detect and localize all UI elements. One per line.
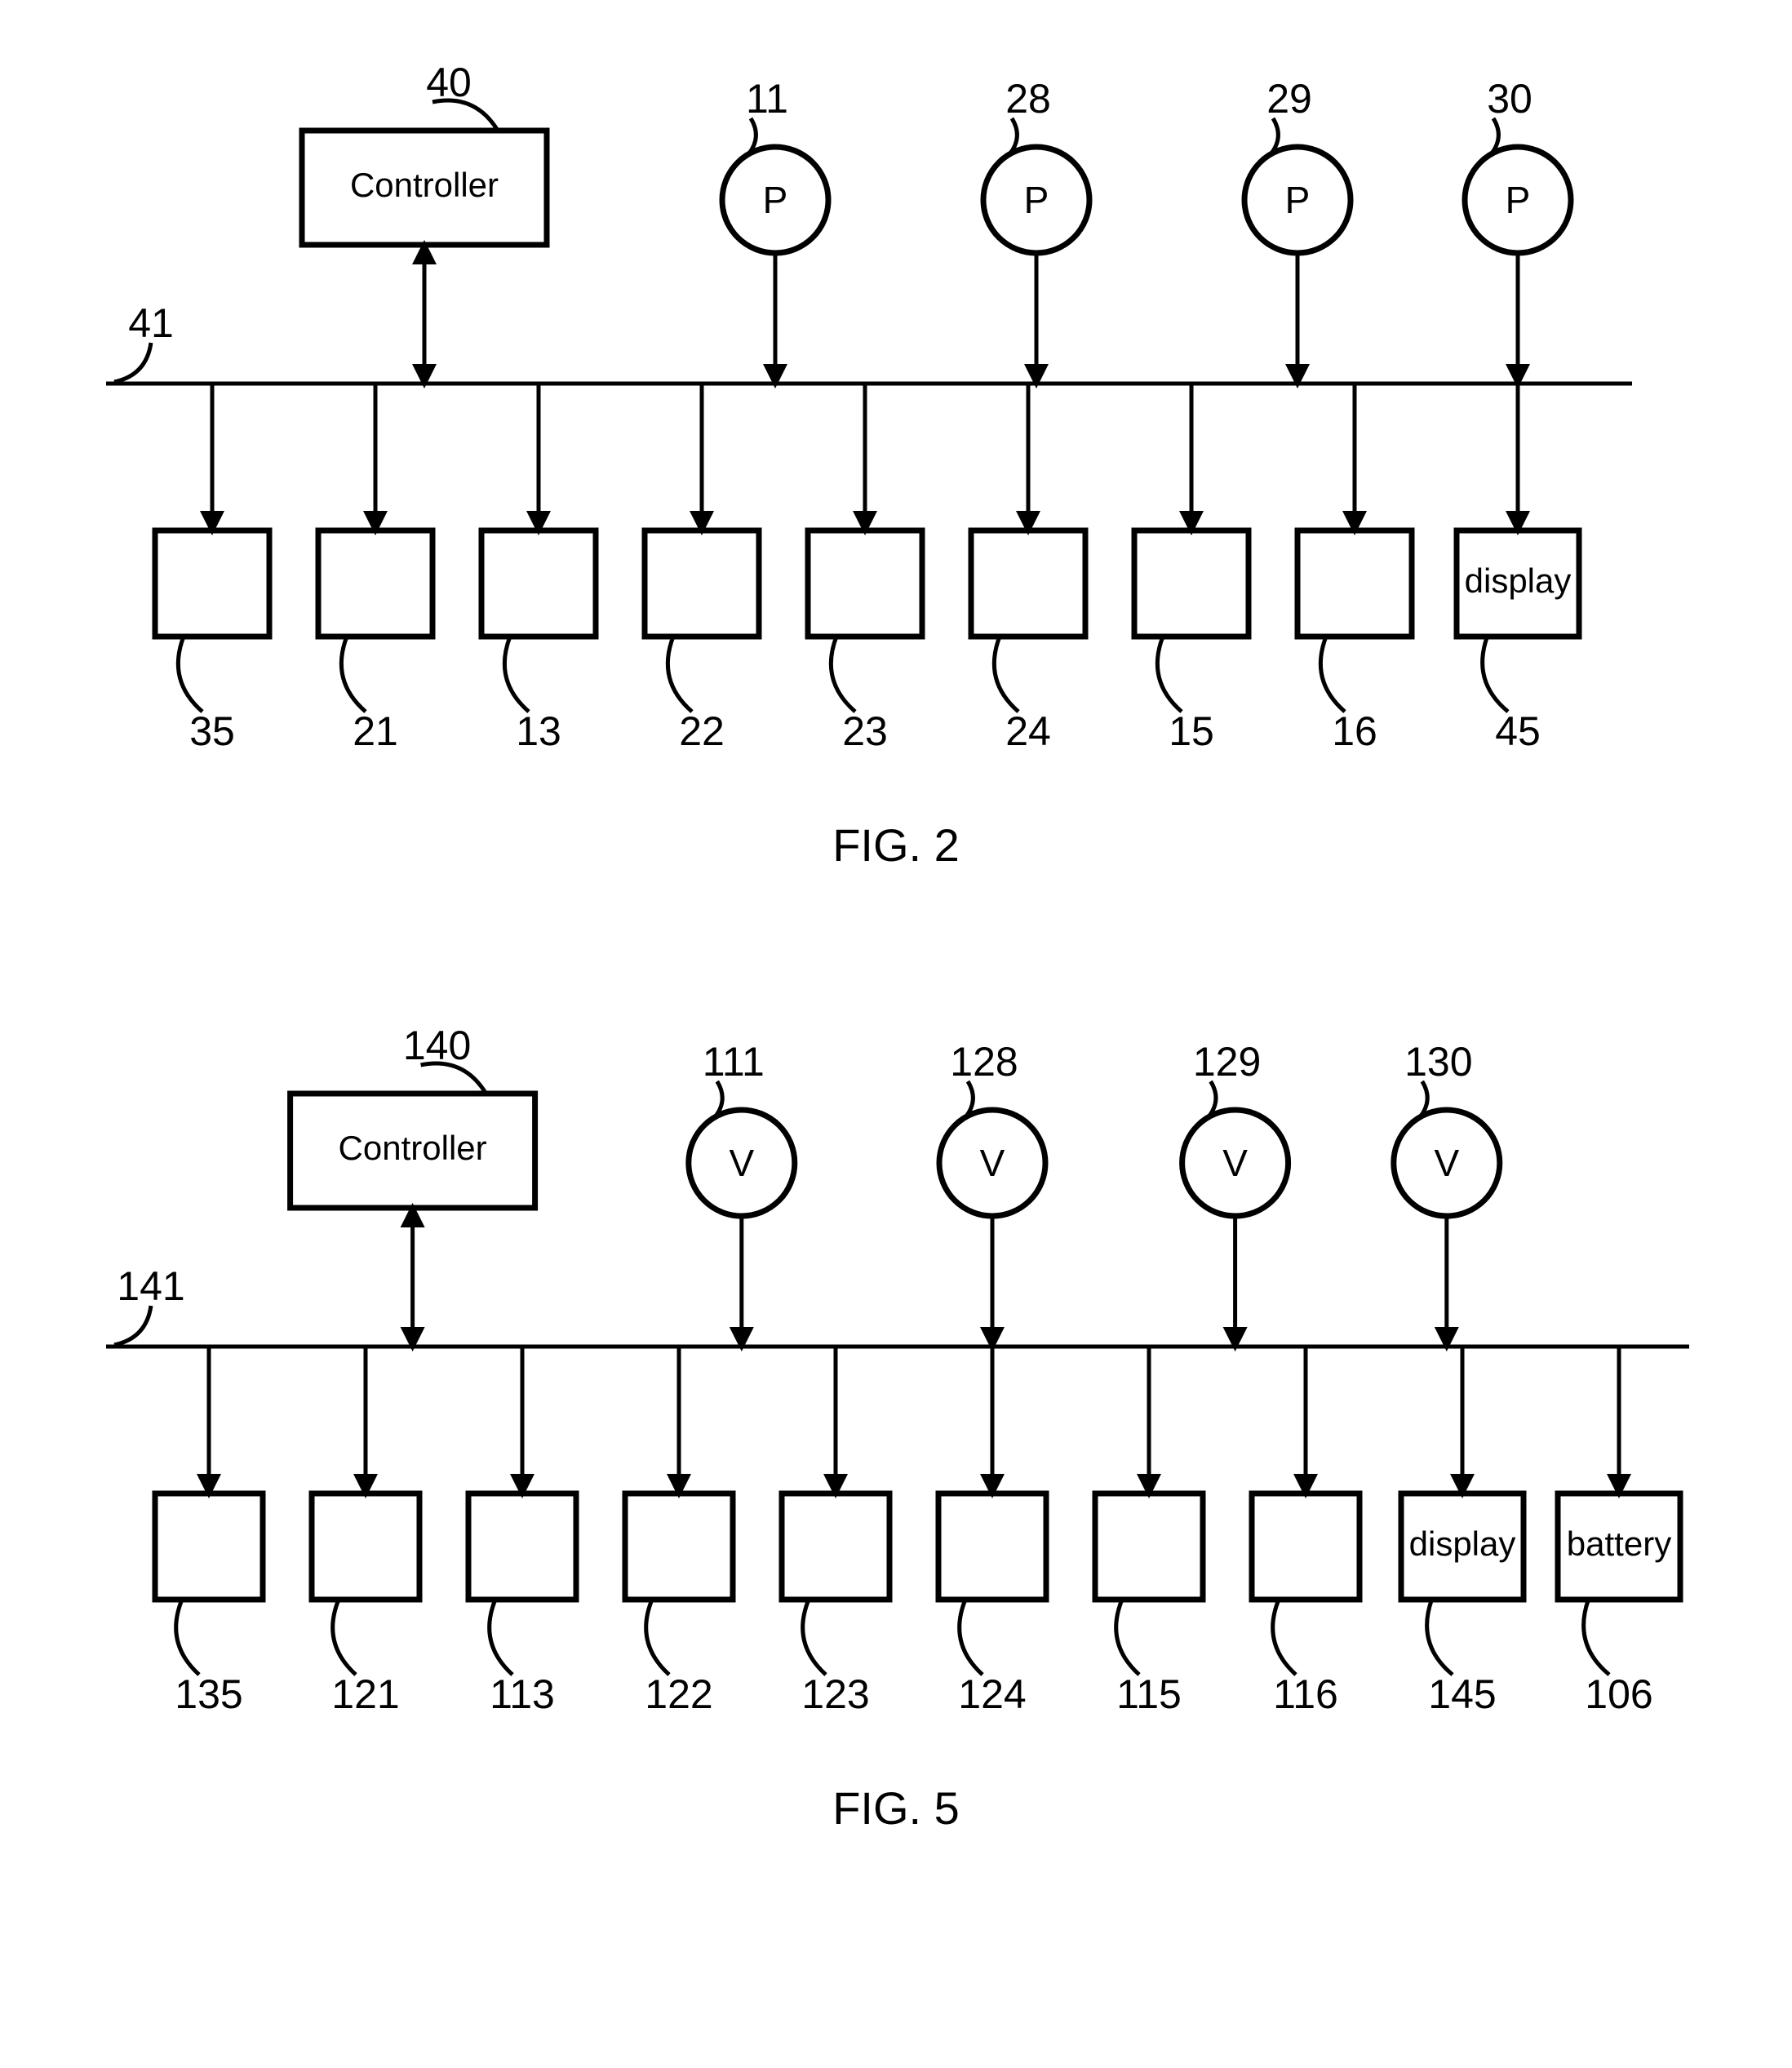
- bus-lead: [114, 1306, 151, 1345]
- output-box-num: 115: [1116, 1671, 1182, 1717]
- output-box-lead: [1584, 1600, 1609, 1675]
- output-box-label: battery: [1567, 1524, 1671, 1563]
- output-box-num: 22: [679, 708, 725, 754]
- output-box: [645, 530, 759, 637]
- output-box-num: 16: [1332, 708, 1377, 754]
- output-box-lead: [504, 637, 529, 712]
- output-box-num: 45: [1495, 708, 1541, 754]
- output-box-lead: [960, 1600, 982, 1675]
- output-box: [625, 1493, 733, 1600]
- output-box-num: 145: [1428, 1671, 1496, 1717]
- output-box-num: 122: [645, 1671, 712, 1717]
- output-box-num: 106: [1585, 1671, 1652, 1717]
- sensor-num: 28: [1005, 76, 1051, 122]
- output-box-lead: [1273, 1600, 1296, 1675]
- output-box: [318, 530, 432, 637]
- output-box: [1095, 1493, 1203, 1600]
- sensor-letter: V: [729, 1142, 754, 1184]
- output-box-num: 124: [958, 1671, 1026, 1717]
- output-box: [468, 1493, 576, 1600]
- sensor-letter: V: [1222, 1142, 1248, 1184]
- sensor-num: 111: [703, 1039, 765, 1085]
- output-box-lead: [1320, 637, 1345, 712]
- sensor-num: 30: [1487, 76, 1533, 122]
- output-box-lead: [831, 637, 855, 712]
- output-box-lead: [333, 1600, 356, 1675]
- output-box-num: 21: [353, 708, 398, 754]
- output-box-lead: [1427, 1600, 1453, 1675]
- output-box-lead: [803, 1600, 826, 1675]
- sensor-num: 129: [1193, 1039, 1261, 1085]
- output-box-num: 23: [842, 708, 888, 754]
- output-box-lead: [490, 1600, 512, 1675]
- output-box-num: 116: [1273, 1671, 1338, 1717]
- output-box-num: 113: [490, 1671, 555, 1717]
- bus-lead: [114, 343, 151, 382]
- output-box: [971, 530, 1085, 637]
- output-box-label: display: [1409, 1524, 1516, 1563]
- output-box-num: 13: [516, 708, 561, 754]
- output-box: [155, 1493, 263, 1600]
- sensor-letter: P: [1024, 179, 1049, 221]
- controller-label: Controller: [339, 1129, 487, 1167]
- output-box: [312, 1493, 419, 1600]
- sensor-num: 11: [746, 76, 788, 122]
- sensor-letter: P: [1285, 179, 1311, 221]
- output-box-num: 123: [801, 1671, 869, 1717]
- output-box: [782, 1493, 889, 1600]
- output-box-label: display: [1465, 561, 1572, 600]
- figure-title: FIG. 2: [832, 819, 960, 871]
- output-box-num: 35: [189, 708, 235, 754]
- output-box: [1297, 530, 1412, 637]
- controller-label: Controller: [350, 166, 499, 204]
- bus-number: 141: [117, 1263, 184, 1309]
- output-box: [1134, 530, 1249, 637]
- output-box: [808, 530, 922, 637]
- output-box-lead: [1116, 1600, 1139, 1675]
- sensor-num: 128: [950, 1039, 1018, 1085]
- sensor-num: 29: [1266, 76, 1312, 122]
- output-box-lead: [176, 1600, 199, 1675]
- sensor-letter: V: [980, 1142, 1005, 1184]
- output-box-num: 121: [331, 1671, 399, 1717]
- output-box-lead: [1157, 637, 1182, 712]
- output-box: [938, 1493, 1046, 1600]
- output-box-lead: [646, 1600, 669, 1675]
- output-box: [1252, 1493, 1360, 1600]
- sensor-letter: V: [1434, 1142, 1459, 1184]
- output-box-num: 15: [1169, 708, 1214, 754]
- output-box: [155, 530, 269, 637]
- output-box-lead: [994, 637, 1018, 712]
- figure-title: FIG. 5: [832, 1782, 960, 1834]
- sensor-letter: P: [763, 179, 788, 221]
- output-box-lead: [1483, 637, 1508, 712]
- sensor-letter: P: [1506, 179, 1531, 221]
- bus-number: 41: [128, 300, 174, 346]
- sensor-num: 130: [1404, 1039, 1472, 1085]
- output-box: [481, 530, 596, 637]
- output-box-num: 24: [1005, 708, 1051, 754]
- output-box-lead: [341, 637, 366, 712]
- output-box-lead: [668, 637, 692, 712]
- output-box-lead: [178, 637, 202, 712]
- output-box-num: 135: [175, 1671, 242, 1717]
